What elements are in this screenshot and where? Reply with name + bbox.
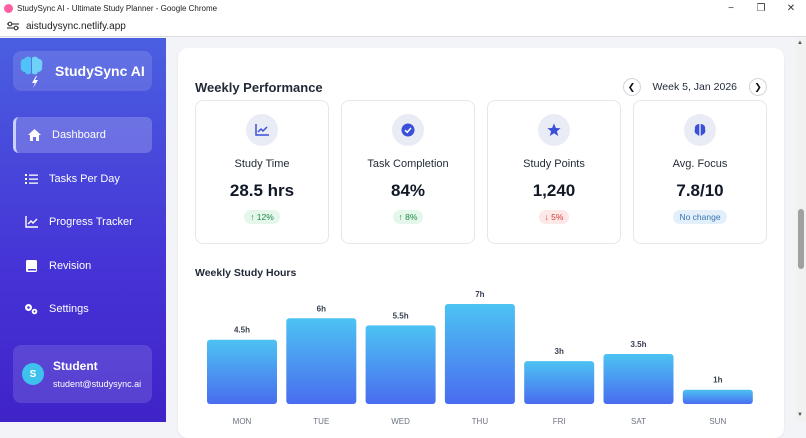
sidebar-item-progress-tracker[interactable]: Progress Tracker — [13, 204, 152, 240]
close-button[interactable]: ✕ — [786, 2, 796, 14]
bar-value-label: 7h — [475, 290, 484, 299]
previous-week-button[interactable]: ❮ — [622, 78, 641, 96]
page-scrollbar[interactable]: ▲ ▼ — [796, 38, 806, 422]
trend-badge: ↑ 12% — [244, 210, 280, 224]
bar-value-label: 5.5h — [393, 311, 409, 320]
trend-badge: ↓ 5% — [538, 210, 570, 224]
check-circle-icon — [392, 114, 424, 146]
sidebar-item-label: Dashboard — [52, 129, 106, 141]
stat-value: 84% — [390, 181, 426, 200]
brain-bolt-icon — [19, 53, 49, 89]
next-week-button[interactable]: ❯ — [749, 78, 767, 96]
stat-card-study-time: Study Time 28.5 hrs ↑ 12% — [195, 100, 329, 244]
user-profile-card[interactable]: S Student student@studysync.ai — [13, 345, 152, 403]
week-label: Week 5, Jan 2026 — [652, 81, 737, 93]
stat-label: Task Completion — [367, 158, 449, 170]
stat-card-avg-focus: Avg. Focus 7.8/10 No change — [633, 100, 767, 244]
bar-value-label: 1h — [713, 376, 722, 385]
stat-value: 1,240 — [532, 181, 576, 200]
bar-thu[interactable] — [444, 304, 515, 404]
gears-icon — [23, 301, 39, 317]
weekly-performance-card: Weekly Performance ❮ Week 5, Jan 2026 ❯ … — [178, 48, 784, 438]
stat-card-task-completion: Task Completion 84% ↑ 8% — [341, 100, 475, 244]
bar-value-label: 6h — [317, 304, 326, 313]
sidebar-item-revision[interactable]: Revision — [13, 248, 152, 284]
bar-tue[interactable] — [286, 318, 357, 404]
avatar: S — [22, 363, 44, 385]
stat-value: 7.8/10 — [676, 181, 724, 200]
site-settings-icon[interactable] — [6, 21, 20, 31]
window-title: StudySync AI - Ultimate Study Planner - … — [17, 3, 218, 13]
chart-line-icon — [23, 214, 39, 230]
sidebar-item-label: Tasks Per Day — [49, 173, 120, 185]
home-icon — [26, 127, 42, 143]
restore-button[interactable]: ❐ — [756, 2, 766, 14]
sidebar: StudySync AI Dashboard Tasks Per Day Pro… — [0, 38, 166, 422]
stat-label: Study Points — [523, 158, 585, 170]
bar-value-label: 4.5h — [234, 326, 250, 335]
weekly-study-hours-chart: 4.5hMON6hTUE5.5hWED7hTHU3hFRI3.5hSAT1hSU… — [207, 290, 753, 426]
bar-wed[interactable] — [365, 325, 436, 404]
bar-value-label: 3h — [555, 347, 564, 356]
scroll-down-icon[interactable]: ▼ — [797, 412, 803, 418]
favicon-icon — [4, 3, 13, 13]
bar-value-label: 3.5h — [630, 340, 646, 349]
stat-label: Avg. Focus — [672, 158, 728, 170]
bar-sat[interactable] — [603, 354, 674, 404]
week-navigator: ❮ Week 5, Jan 2026 ❯ — [622, 78, 767, 96]
browser-title-bar: StudySync AI - Ultimate Study Planner - … — [0, 0, 806, 16]
star-icon — [538, 114, 570, 146]
sidebar-item-label: Settings — [49, 303, 89, 315]
stat-card-study-points: Study Points 1,240 ↓ 5% — [487, 100, 621, 244]
url-text[interactable]: aistudysync.netlify.app — [26, 20, 126, 32]
book-icon — [23, 258, 39, 274]
user-info: Student student@studysync.ai — [53, 359, 141, 389]
scrollbar-thumb[interactable] — [798, 209, 804, 269]
trend-badge: ↑ 8% — [392, 210, 424, 224]
brain-icon — [684, 114, 716, 146]
stat-value: 28.5 hrs — [229, 181, 295, 200]
sidebar-item-dashboard[interactable]: Dashboard — [13, 117, 152, 153]
address-bar[interactable]: aistudysync.netlify.app — [0, 16, 806, 37]
bar-mon[interactable] — [207, 339, 277, 404]
sidebar-item-settings[interactable]: Settings — [13, 291, 152, 327]
sidebar-item-label: Progress Tracker — [49, 216, 133, 228]
sidebar-item-label: Revision — [49, 260, 92, 272]
user-email: student@studysync.ai — [53, 379, 142, 389]
section-title: Weekly Performance — [195, 80, 323, 95]
sidebar-item-tasks-per-day[interactable]: Tasks Per Day — [13, 161, 152, 197]
user-name: Student — [53, 359, 98, 373]
list-icon — [23, 171, 39, 187]
bar-sun[interactable] — [682, 389, 753, 404]
main-content: Weekly Performance ❮ Week 5, Jan 2026 ❯ … — [166, 38, 796, 438]
trend-badge: No change — [673, 210, 727, 224]
brand-name: StudySync AI — [55, 63, 145, 79]
stat-label: Study Time — [234, 158, 290, 170]
chart-icon — [246, 114, 278, 146]
chart-title: Weekly Study Hours — [195, 267, 297, 279]
bar-fri[interactable] — [524, 361, 595, 404]
brand-logo[interactable]: StudySync AI — [13, 51, 152, 91]
scroll-up-icon[interactable]: ▲ — [797, 40, 803, 46]
minimize-button[interactable]: − — [728, 2, 734, 14]
